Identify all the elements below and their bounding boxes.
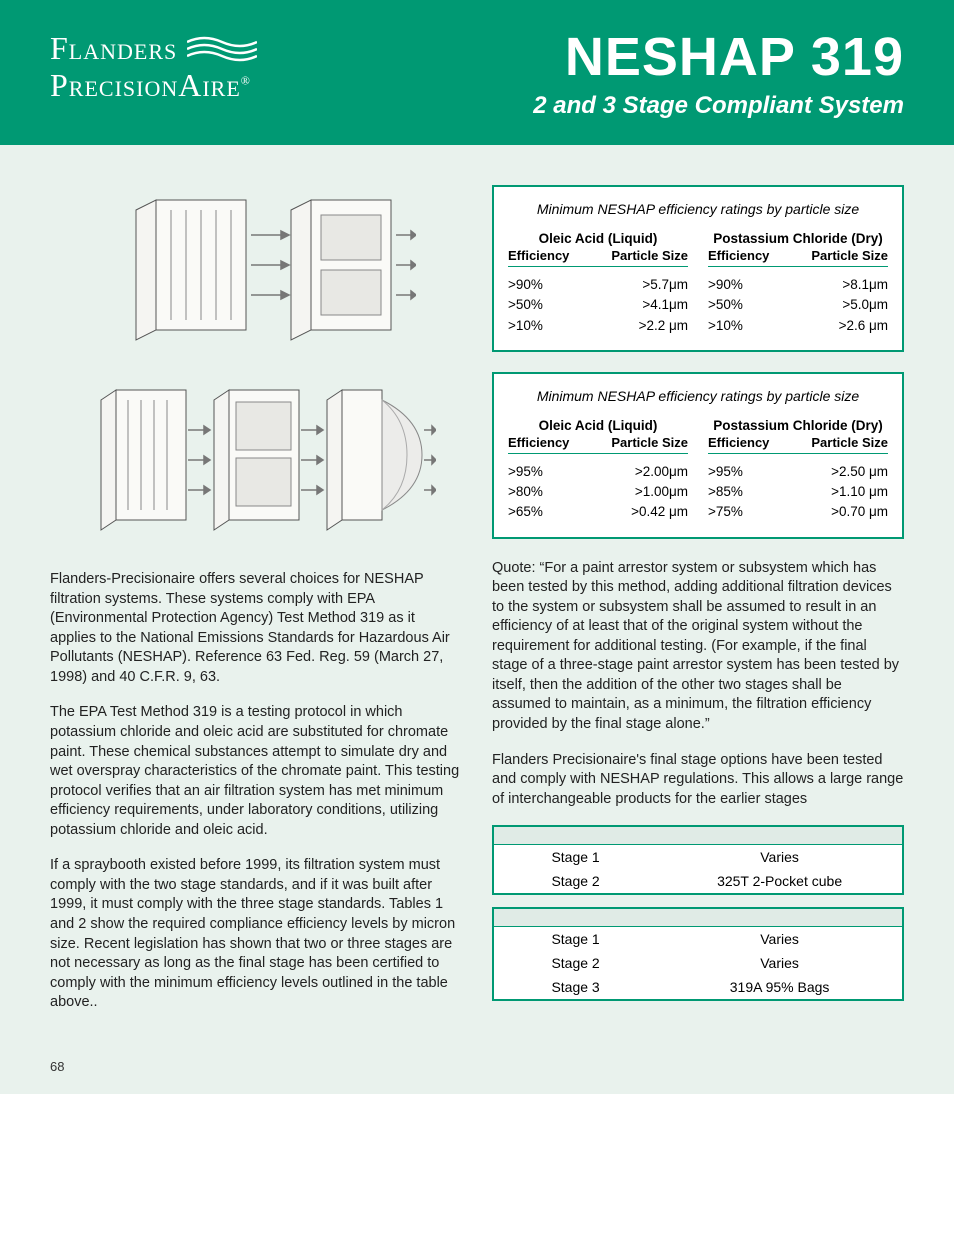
- header-bar: Flanders PrecisionAire® NESHAP 319 2 and…: [0, 0, 954, 145]
- sub-header: Particle Size: [611, 248, 688, 263]
- table-row: >65%>0.42 μm: [508, 502, 688, 522]
- table-row: >80%>1.00μm: [508, 482, 688, 502]
- two-stage-diagram: [50, 185, 462, 355]
- table-row: Stage 1 Varies: [494, 927, 902, 951]
- page-body: Flanders-Precisionaire offers several ch…: [0, 145, 954, 1059]
- stage-table-head: [494, 827, 902, 845]
- table-row: >90%>8.1μm: [708, 275, 888, 295]
- table-row: Stage 3 319A 95% Bags: [494, 975, 902, 999]
- doc-title: NESHAP 319: [533, 30, 904, 84]
- sub-header: Particle Size: [611, 435, 688, 450]
- table-row: >95%>2.50 μm: [708, 462, 888, 482]
- stage-table-3stage: Stage 1 Varies Stage 2 Varies Stage 3 31…: [492, 907, 904, 1001]
- para: Quote: “For a paint arrestor system or s…: [492, 559, 904, 735]
- title-block: NESHAP 319 2 and 3 Stage Compliant Syste…: [533, 30, 904, 120]
- left-column: Flanders-Precisionaire offers several ch…: [50, 185, 462, 1029]
- table-row: >10%>2.6 μm: [708, 316, 888, 336]
- rating-table-1: Minimum NESHAP efficiency ratings by par…: [492, 185, 904, 352]
- logo-line2: PrecisionAire®: [50, 67, 257, 104]
- three-stage-diagram: [50, 375, 462, 545]
- para: If a spraybooth existed before 1999, its…: [50, 856, 462, 1013]
- left-body-text: Flanders-Precisionaire offers several ch…: [50, 570, 462, 1013]
- page-number: 68: [0, 1059, 954, 1094]
- sub-header: Particle Size: [811, 435, 888, 450]
- stage-table-head: [494, 909, 902, 927]
- doc-subtitle: 2 and 3 Stage Compliant System: [533, 92, 904, 120]
- table-row: >90%>5.7μm: [508, 275, 688, 295]
- table-row: >95%>2.00μm: [508, 462, 688, 482]
- table-row: Stage 2 Varies: [494, 951, 902, 975]
- table-row: >50%>5.0μm: [708, 295, 888, 315]
- figure-stack: [50, 185, 462, 545]
- rating-table-2: Minimum NESHAP efficiency ratings by par…: [492, 372, 904, 539]
- table-row: >50%>4.1μm: [508, 295, 688, 315]
- right-body-text: Quote: “For a paint arrestor system or s…: [492, 559, 904, 810]
- group-header: Oleic Acid (Liquid): [508, 418, 688, 433]
- logo-line1: Flanders: [50, 30, 177, 67]
- group-header: Postassium Chloride (Dry): [708, 418, 888, 433]
- table-row: >75%>0.70 μm: [708, 502, 888, 522]
- table-row: Stage 1 Varies: [494, 845, 902, 869]
- group-header: Oleic Acid (Liquid): [508, 231, 688, 246]
- table-caption: Minimum NESHAP efficiency ratings by par…: [508, 201, 888, 217]
- sub-header: Efficiency: [508, 435, 569, 450]
- para: The EPA Test Method 319 is a testing pro…: [50, 703, 462, 840]
- sub-header: Particle Size: [811, 248, 888, 263]
- sub-header: Efficiency: [508, 248, 569, 263]
- sub-header: Efficiency: [708, 435, 769, 450]
- brand-logo: Flanders PrecisionAire®: [50, 30, 257, 104]
- table-row: >10%>2.2 μm: [508, 316, 688, 336]
- table-caption: Minimum NESHAP efficiency ratings by par…: [508, 388, 888, 404]
- waves-icon: [187, 34, 257, 64]
- group-header: Postassium Chloride (Dry): [708, 231, 888, 246]
- sub-header: Efficiency: [708, 248, 769, 263]
- stage-table-2stage: Stage 1 Varies Stage 2 325T 2-Pocket cub…: [492, 825, 904, 895]
- table-row: >85%>1.10 μm: [708, 482, 888, 502]
- para: Flanders Precisionaire's final stage opt…: [492, 751, 904, 810]
- right-column: Minimum NESHAP efficiency ratings by par…: [492, 185, 904, 1029]
- para: Flanders-Precisionaire offers several ch…: [50, 570, 462, 687]
- table-row: Stage 2 325T 2-Pocket cube: [494, 869, 902, 893]
